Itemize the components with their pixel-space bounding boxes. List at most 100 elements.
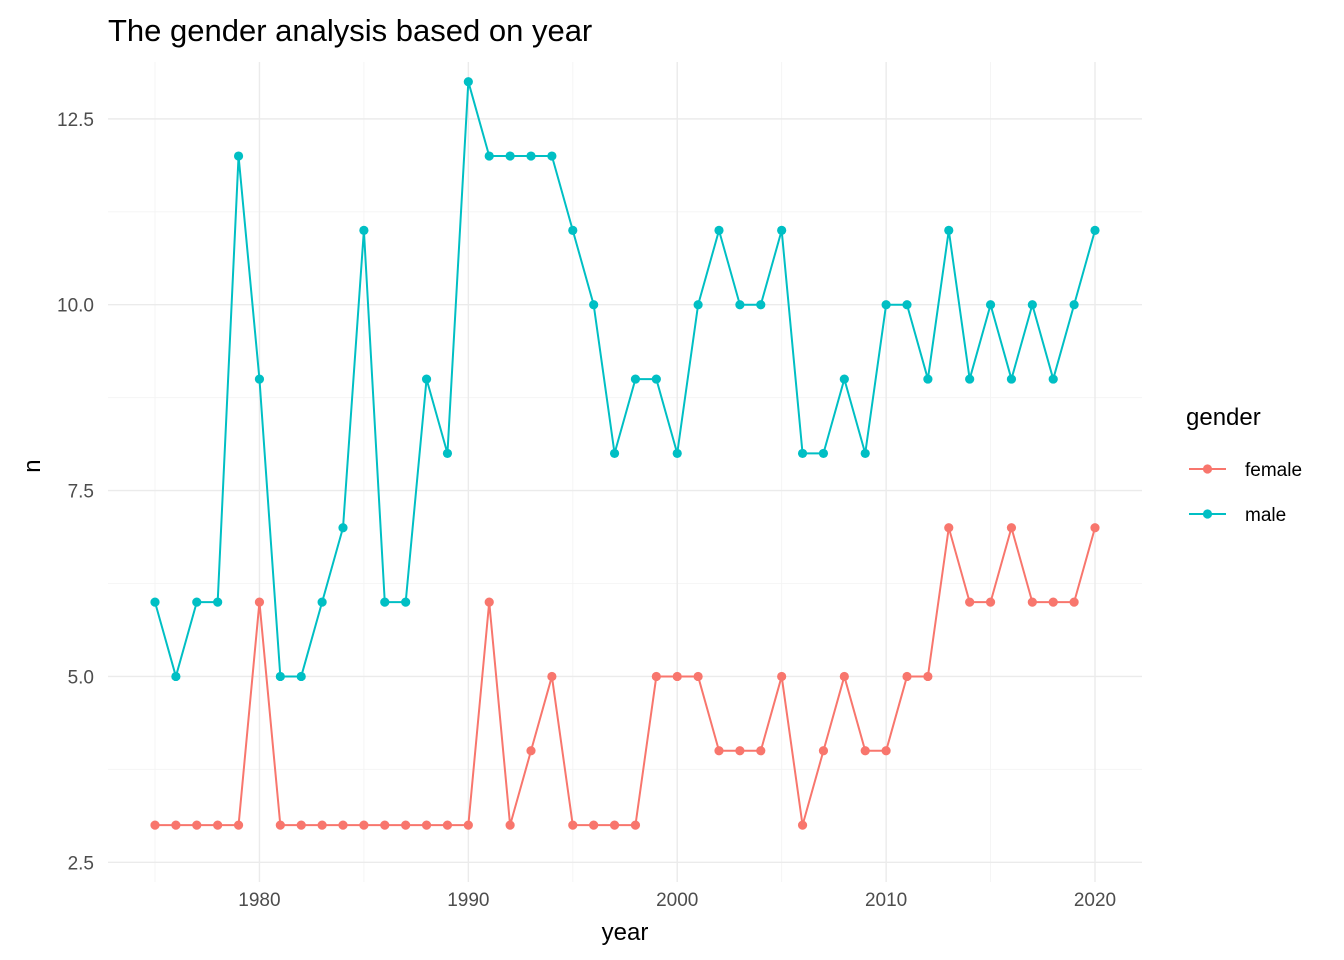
data-point-male (1006, 374, 1017, 384)
data-point-male (275, 671, 285, 682)
data-point-female (944, 523, 954, 533)
data-point-female (777, 671, 787, 682)
data-point-female (568, 820, 578, 830)
y-tick-label: 2.5 (68, 853, 94, 874)
series-female (150, 523, 1100, 830)
x-tick-label: 2000 (656, 890, 698, 911)
data-point-male (735, 300, 745, 310)
data-point-female (192, 820, 202, 830)
data-point-male (714, 225, 724, 235)
legend-label: male (1245, 505, 1286, 526)
data-point-male (171, 671, 181, 682)
data-point-female (150, 820, 160, 830)
data-point-female (526, 746, 536, 756)
data-point-female (714, 746, 724, 756)
data-point-male (985, 300, 996, 310)
x-tick-label: 1990 (447, 890, 489, 911)
data-point-male (672, 448, 682, 459)
data-point-female (233, 820, 244, 830)
x-axis-ticks: 1980 1990 2000 2010 2020 (238, 890, 1116, 911)
series-line-female (155, 526, 1096, 827)
data-point-female (589, 820, 599, 830)
chart-title: The gender analysis based on year (108, 13, 592, 48)
data-point-female (797, 820, 808, 830)
data-point-female (672, 671, 682, 682)
y-axis-title: n (19, 459, 46, 472)
y-axis-ticks: 2.5 5.0 7.5 10.0 12.5 (57, 110, 94, 874)
data-point-female (630, 820, 641, 830)
data-point-male (609, 448, 620, 459)
data-point-male (547, 151, 557, 161)
data-point-male (902, 300, 912, 310)
data-point-male (839, 374, 849, 384)
legend-items: female male (1189, 460, 1302, 526)
data-point-female (338, 820, 348, 830)
data-point-female (735, 746, 745, 756)
data-point-male (1069, 300, 1079, 310)
data-point-female (505, 820, 515, 830)
data-point-female (463, 820, 473, 830)
data-point-male (777, 225, 787, 235)
data-point-male (296, 671, 306, 682)
data-point-male (881, 300, 891, 310)
series-male (150, 77, 1100, 682)
data-point-female (401, 820, 411, 830)
data-point-male (944, 225, 954, 235)
data-point-female (1048, 597, 1058, 607)
data-point-male (965, 374, 975, 384)
data-point-male (484, 151, 494, 161)
data-point-female (818, 746, 829, 756)
x-tick-label: 2010 (865, 890, 907, 911)
legend-item-male: male (1189, 505, 1286, 526)
data-point-female (547, 671, 557, 682)
data-point-female (317, 820, 327, 830)
legend-label: female (1245, 460, 1302, 481)
data-point-male (317, 597, 327, 607)
data-point-female (923, 671, 933, 682)
legend-item-female: female (1189, 460, 1302, 481)
data-point-female (442, 820, 453, 830)
data-point-male (818, 448, 829, 459)
data-point-female (359, 820, 369, 830)
legend-key-point (1202, 464, 1213, 474)
data-point-female (380, 820, 390, 830)
data-point-male (1090, 225, 1100, 235)
x-axis-title: year (602, 919, 649, 946)
legend: gender female male (1186, 404, 1302, 526)
data-point-female (1027, 597, 1037, 607)
data-point-male (651, 374, 661, 384)
data-point-female (484, 597, 494, 607)
data-point-male (359, 225, 369, 235)
data-point-male (923, 374, 933, 384)
y-tick-label: 12.5 (57, 110, 94, 131)
data-point-male (1027, 300, 1037, 310)
data-point-male (505, 151, 515, 161)
data-point-female (693, 671, 703, 682)
data-point-male (401, 597, 411, 607)
series-line-male (154, 80, 1096, 678)
data-point-male (797, 448, 808, 459)
data-point-male (630, 374, 641, 384)
data-point-female (756, 746, 766, 756)
x-tick-label: 1980 (238, 890, 280, 911)
data-point-female (965, 597, 975, 607)
data-point-male (860, 448, 870, 459)
data-point-male (192, 597, 202, 607)
data-point-female (839, 671, 849, 682)
data-point-male (568, 225, 578, 235)
data-point-female (1006, 523, 1017, 533)
data-point-male (380, 597, 390, 607)
data-point-female (902, 671, 912, 682)
data-point-female (1090, 523, 1100, 533)
data-point-female (421, 820, 432, 830)
y-tick-label: 10.0 (57, 296, 94, 317)
data-point-male (526, 151, 536, 161)
y-tick-label: 5.0 (68, 667, 94, 688)
data-point-male (421, 374, 432, 384)
data-point-male (589, 300, 599, 310)
data-point-female (609, 820, 620, 830)
data-point-male (150, 597, 160, 607)
data-point-male (463, 77, 473, 87)
legend-key-point (1202, 509, 1213, 519)
